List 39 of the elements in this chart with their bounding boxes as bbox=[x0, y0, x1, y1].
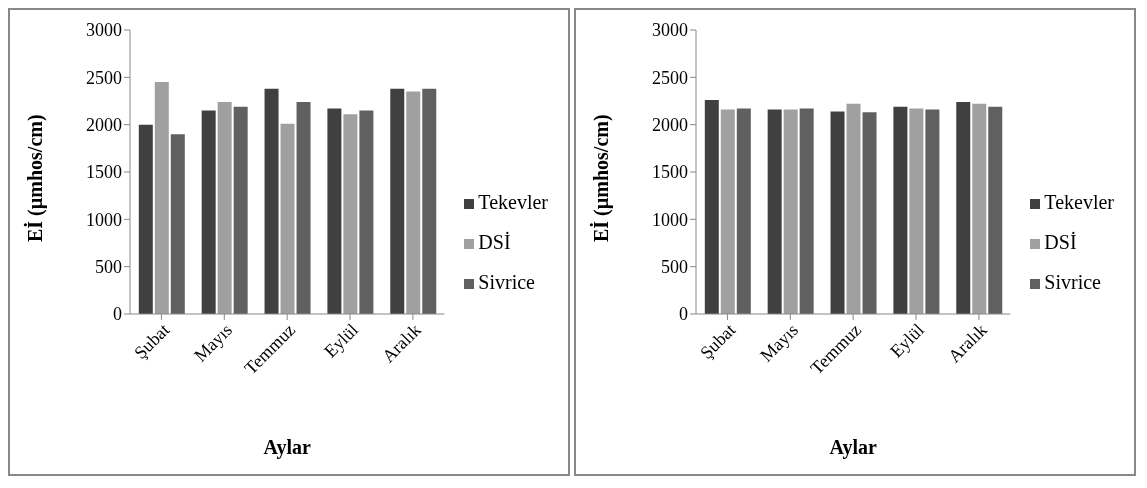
legend-label: DSİ bbox=[478, 231, 511, 253]
bar bbox=[390, 88, 405, 314]
y-tick-label: 500 bbox=[95, 257, 122, 278]
y-tick-label: 1500 bbox=[652, 162, 688, 183]
y-tick-label: 0 bbox=[113, 304, 122, 325]
y-tick-label: 2500 bbox=[86, 67, 122, 88]
bar bbox=[359, 110, 374, 314]
y-tick-label: 2000 bbox=[86, 115, 122, 136]
y-tick-label: 1000 bbox=[86, 209, 122, 230]
bar bbox=[296, 101, 311, 314]
bar bbox=[280, 123, 295, 314]
legend-label: Sivrice bbox=[1044, 271, 1101, 293]
bar bbox=[406, 91, 421, 314]
legend-label: Sivrice bbox=[478, 271, 535, 293]
bar bbox=[264, 88, 279, 314]
y-tick-label: 0 bbox=[679, 304, 688, 325]
bar bbox=[217, 101, 232, 314]
bar bbox=[233, 106, 248, 314]
y-axis-title: Eİ (µmhos/cm) bbox=[23, 114, 48, 242]
legend-label: Tekevler bbox=[478, 191, 548, 213]
x-axis-title: Aylar bbox=[829, 436, 877, 459]
y-tick-label: 500 bbox=[661, 257, 688, 278]
y-tick-label: 2000 bbox=[652, 115, 688, 136]
y-tick-label: 3000 bbox=[652, 20, 688, 41]
bar bbox=[170, 134, 185, 314]
y-tick-label: 2500 bbox=[652, 67, 688, 88]
bar bbox=[422, 88, 437, 314]
bar bbox=[201, 110, 216, 314]
bar bbox=[327, 108, 342, 314]
bar bbox=[343, 114, 358, 314]
y-axis-title: Eİ (µmhos/cm) bbox=[589, 114, 614, 242]
y-tick-label: 1000 bbox=[652, 209, 688, 230]
legend-label: Tekevler bbox=[1044, 191, 1114, 213]
bar bbox=[154, 82, 169, 314]
x-axis-title: Aylar bbox=[263, 436, 311, 459]
bar bbox=[138, 124, 153, 314]
legend-label: DSİ bbox=[1044, 231, 1077, 253]
y-tick-label: 3000 bbox=[86, 20, 122, 41]
y-tick-label: 1500 bbox=[86, 162, 122, 183]
